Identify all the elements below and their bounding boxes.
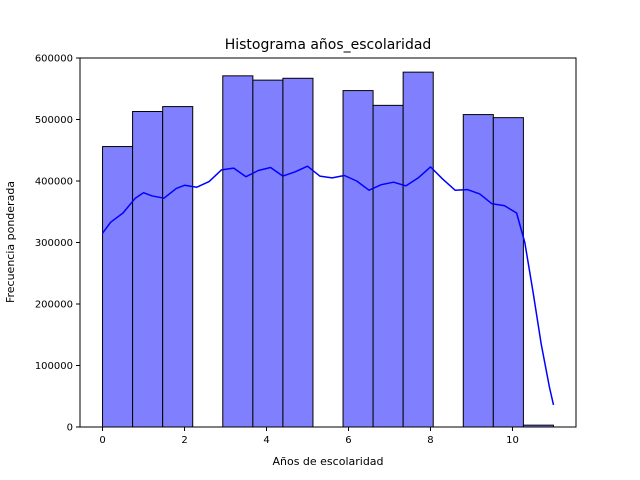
plot-frame (79, 57, 577, 428)
x-tick-label: 10 (506, 435, 519, 446)
x-tick-label: 6 (345, 435, 351, 446)
kde-group (101, 165, 555, 406)
y-axis-ticks: 0 100000 200000 300000 400000 500000 600000 (35, 54, 80, 434)
histogram-bar (252, 79, 284, 428)
x-axis-label: Años de escolaridad (272, 455, 383, 468)
x-axis-ticks: 0 2 4 6 8 10 (99, 427, 519, 446)
histogram-bar (462, 114, 494, 428)
histogram-bar (492, 117, 524, 428)
y-tick-label: 300000 (35, 238, 73, 249)
y-tick-label: 500000 (35, 115, 73, 126)
chart-title: Histograma años_escolaridad (225, 37, 432, 53)
y-tick-label: 400000 (35, 177, 73, 188)
y-tick-label: 100000 (35, 361, 73, 372)
histogram-bar (102, 146, 134, 428)
x-tick-label: 8 (427, 435, 433, 446)
kde-line (101, 165, 555, 406)
y-tick-label: 600000 (35, 54, 73, 65)
histogram-bar (222, 75, 254, 428)
histogram-bar (162, 106, 194, 428)
histogram-bar (402, 71, 434, 428)
y-tick-label: 200000 (35, 300, 73, 311)
y-tick-label: 0 (67, 423, 73, 434)
histogram-bar (372, 104, 404, 428)
histogram-bar (342, 90, 374, 428)
x-tick-label: 4 (263, 435, 269, 446)
x-tick-label: 2 (181, 435, 187, 446)
x-tick-label: 0 (99, 435, 105, 446)
bars-group (102, 71, 554, 428)
y-axis-label: Frecuencia ponderada (4, 181, 17, 303)
histogram-bar (282, 77, 314, 428)
histogram-bar (132, 111, 164, 428)
